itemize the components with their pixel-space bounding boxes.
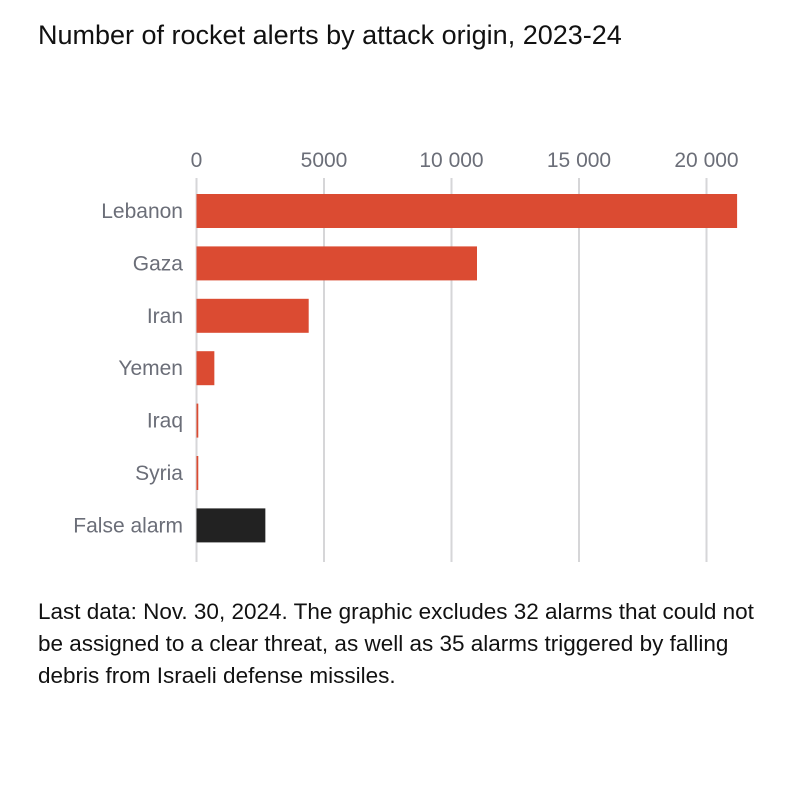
x-tick-label: 10 000 <box>419 149 483 172</box>
category-label: Gaza <box>133 252 184 275</box>
x-tick-label: 5000 <box>301 149 348 172</box>
bar-gaza <box>196 246 477 281</box>
category-label: Iraq <box>147 410 183 433</box>
x-tick-label: 0 <box>191 149 203 172</box>
category-label: False alarm <box>73 514 183 537</box>
bar-iraq <box>196 403 199 438</box>
category-label: Lebanon <box>101 200 183 223</box>
category-label: Yemen <box>118 357 183 380</box>
chart-title: Number of rocket alerts by attack origin… <box>38 20 622 50</box>
bar-syria <box>196 456 199 490</box>
bar-yemen <box>196 351 215 386</box>
category-label: Iran <box>147 305 183 328</box>
chart-note: Last data: Nov. 30, 2024. The graphic ex… <box>38 599 754 688</box>
category-label: Syria <box>135 462 183 485</box>
bar-false-alarm <box>196 508 266 543</box>
x-tick-label: 15 000 <box>547 149 611 172</box>
x-tick-label: 20 000 <box>674 149 738 172</box>
bar-lebanon <box>196 194 738 228</box>
bar-iran <box>196 298 309 333</box>
